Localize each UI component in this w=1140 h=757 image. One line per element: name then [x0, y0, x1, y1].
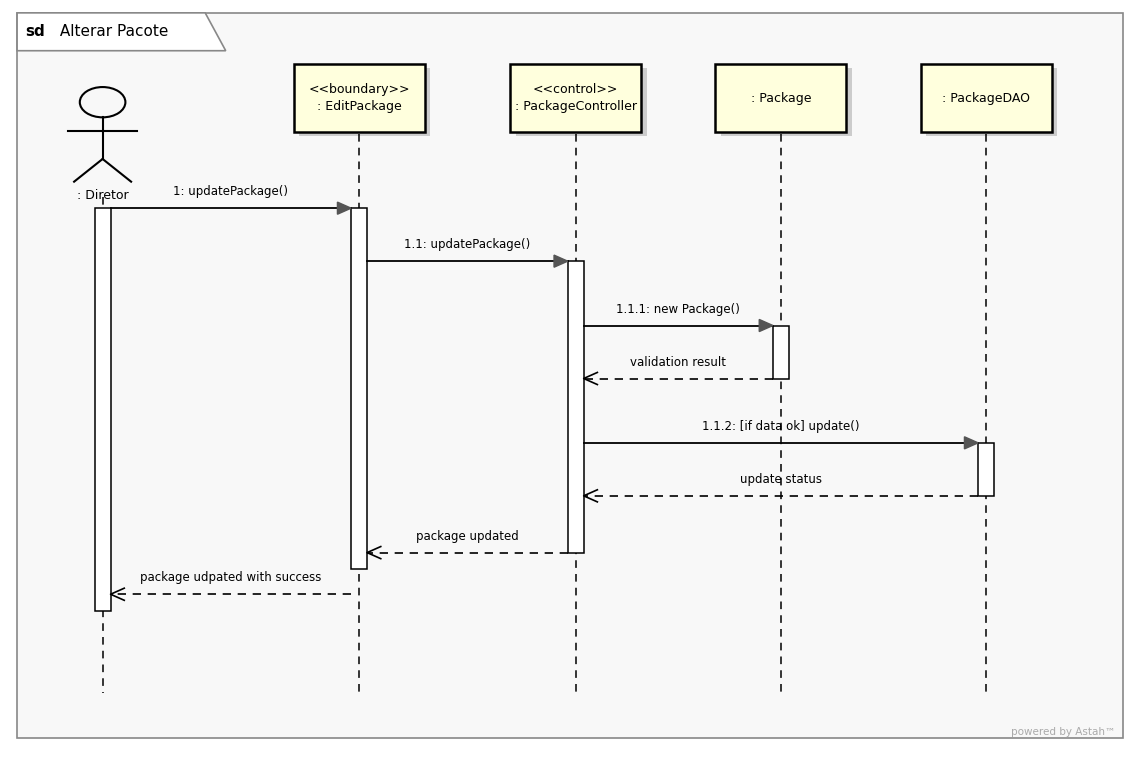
FancyBboxPatch shape: [926, 68, 1058, 136]
FancyBboxPatch shape: [722, 68, 853, 136]
FancyBboxPatch shape: [351, 208, 367, 569]
Polygon shape: [964, 437, 978, 449]
Polygon shape: [337, 202, 351, 214]
Polygon shape: [554, 255, 568, 267]
FancyBboxPatch shape: [921, 64, 1052, 132]
FancyBboxPatch shape: [95, 208, 111, 611]
FancyBboxPatch shape: [515, 68, 648, 136]
Text: : Package: : Package: [750, 92, 812, 105]
Text: update status: update status: [740, 473, 822, 486]
FancyBboxPatch shape: [568, 261, 584, 553]
Text: 1.1: updatePackage(): 1.1: updatePackage(): [405, 238, 530, 251]
Text: <<control>>
: PackageController: <<control>> : PackageController: [514, 83, 637, 114]
FancyBboxPatch shape: [511, 64, 641, 132]
FancyBboxPatch shape: [716, 64, 846, 132]
FancyBboxPatch shape: [17, 13, 1123, 738]
FancyBboxPatch shape: [773, 326, 789, 378]
FancyBboxPatch shape: [978, 443, 994, 496]
FancyBboxPatch shape: [299, 68, 431, 136]
Text: : Diretor: : Diretor: [76, 189, 129, 202]
Text: sd: sd: [25, 24, 44, 39]
FancyBboxPatch shape: [294, 64, 424, 132]
Text: powered by Astah™: powered by Astah™: [1010, 727, 1115, 737]
Text: Alterar Pacote: Alterar Pacote: [55, 24, 168, 39]
Text: package updated: package updated: [416, 530, 519, 543]
Text: : PackageDAO: : PackageDAO: [942, 92, 1031, 105]
Text: 1.1.2: [if data ok] update(): 1.1.2: [if data ok] update(): [702, 420, 860, 433]
Polygon shape: [759, 319, 773, 332]
Text: 1: updatePackage(): 1: updatePackage(): [173, 185, 288, 198]
Text: validation result: validation result: [630, 356, 726, 369]
Polygon shape: [17, 13, 226, 51]
Text: <<boundary>>
: EditPackage: <<boundary>> : EditPackage: [308, 83, 410, 114]
Text: 1.1.1: new Package(): 1.1.1: new Package(): [617, 303, 740, 316]
Text: package udpated with success: package udpated with success: [140, 572, 321, 584]
